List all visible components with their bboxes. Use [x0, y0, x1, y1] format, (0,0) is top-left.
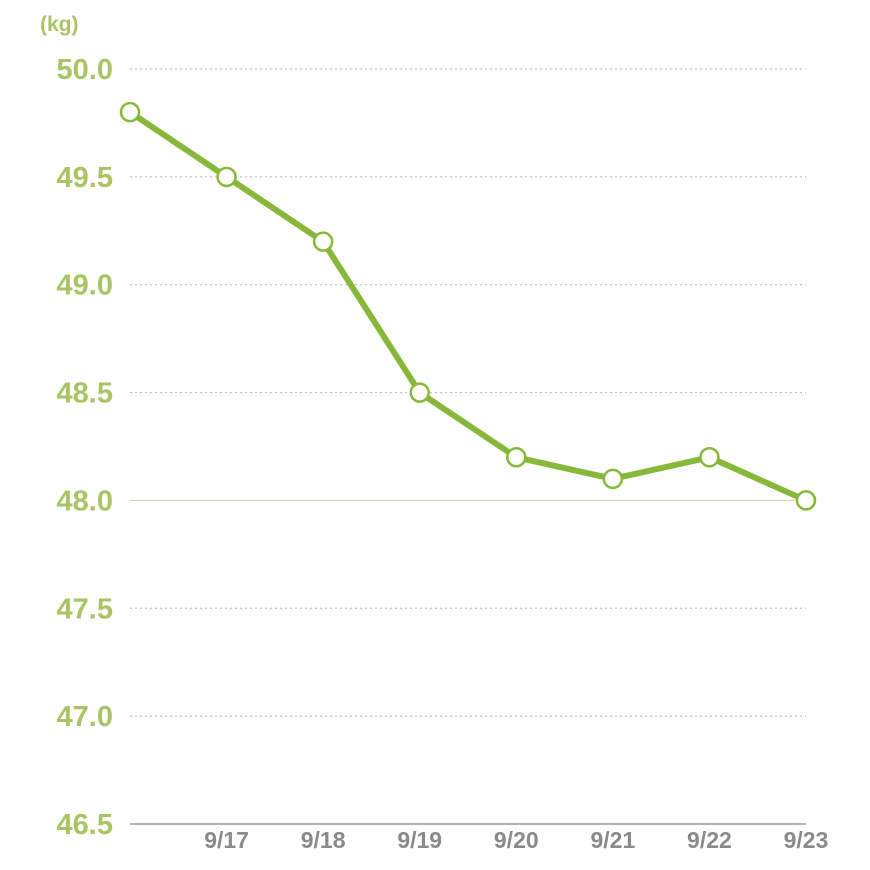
x-tick-label: 9/21 — [590, 827, 635, 853]
data-point — [216, 166, 237, 188]
data-point — [795, 490, 817, 511]
y-tick-label: 49.0 — [57, 270, 113, 302]
y-tick-label: 46.5 — [57, 809, 113, 841]
x-tick-label: 9/20 — [494, 827, 539, 853]
grid-lines — [130, 68, 806, 825]
y-axis-unit-label: (kg) — [40, 13, 79, 36]
x-tick-labels: 9/17 9/18 9/19 9/20 9/21 9/22 9/23 — [204, 827, 828, 853]
data-point — [602, 468, 624, 490]
y-tick-label: 48.5 — [57, 378, 113, 410]
series-layer — [119, 101, 817, 511]
data-point — [312, 231, 334, 252]
y-tick-labels: 50.0 49.5 49.0 48.5 48.0 47.5 47.0 46.5 — [57, 54, 113, 841]
x-tick-label: 9/22 — [687, 827, 732, 853]
y-tick-label: 50.0 — [57, 54, 113, 86]
x-tick-label: 9/23 — [784, 827, 829, 853]
data-point — [119, 101, 141, 123]
x-tick-label: 9/17 — [204, 827, 249, 853]
data-point — [699, 447, 720, 468]
y-tick-label: 47.0 — [57, 701, 113, 733]
x-tick-label: 9/18 — [301, 827, 346, 853]
data-point — [409, 382, 430, 403]
y-tick-label: 48.0 — [57, 485, 113, 517]
y-tick-label: 49.5 — [57, 162, 113, 194]
x-tick-label: 9/19 — [397, 827, 442, 853]
series-line — [127, 109, 809, 504]
y-tick-label: 47.5 — [57, 593, 113, 625]
data-point — [506, 447, 527, 468]
